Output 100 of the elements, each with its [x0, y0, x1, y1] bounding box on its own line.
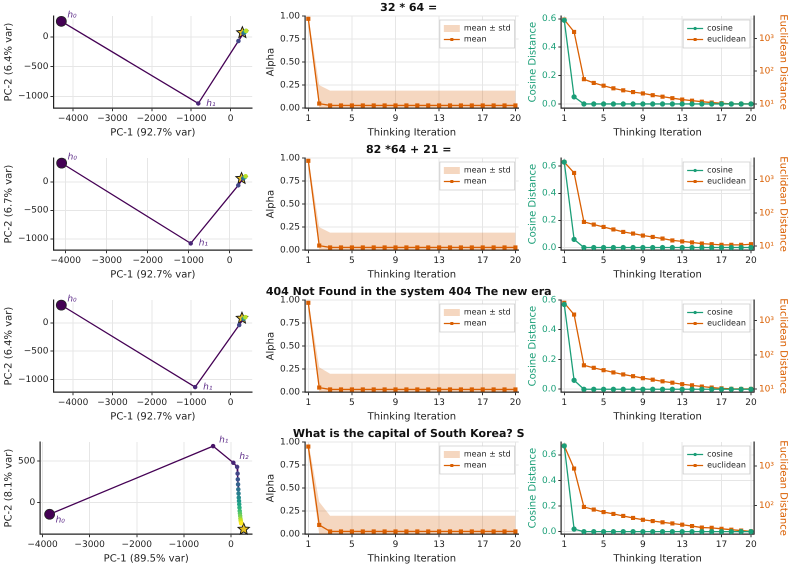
x-axis-title: PC-1 (89.5% var) — [104, 554, 189, 565]
x-tick-label: 9 — [392, 114, 399, 124]
y-axis-title: Alpha — [266, 190, 277, 218]
annotation: mean ± std — [464, 166, 511, 175]
annotation: h₁ — [206, 98, 216, 109]
x-tick-label: 13 — [676, 540, 688, 550]
x-tick-label: 20 — [745, 540, 757, 550]
y-tick-label: 0 — [42, 318, 49, 328]
y2-tick-label: 10³ — [758, 175, 774, 186]
y-axis-title: Alpha — [266, 48, 277, 76]
x-axis-title: PC-1 (92.7% var) — [110, 128, 196, 139]
annotation: mean ± std — [464, 24, 511, 33]
y2-axis-title: Euclidean Distance — [777, 298, 788, 394]
x-tick-label: −4000 — [58, 398, 89, 408]
x-tick-label: 5 — [600, 114, 606, 124]
x-tick-label: 1 — [561, 540, 568, 550]
x-tick-label: −4000 — [27, 540, 58, 550]
x-tick-label: 9 — [640, 398, 646, 408]
y-tick-label: 0.4 — [542, 188, 557, 199]
x-tick-label: 13 — [676, 398, 688, 408]
y-tick-label: 0.4 — [542, 325, 557, 336]
y-axis-title: PC-2 (6.4% var) — [4, 22, 15, 102]
y-tick-label: −500 — [24, 346, 49, 357]
y2-axis-title: Euclidean Distance — [777, 440, 788, 536]
legend-label: cosine — [707, 308, 733, 317]
chart-title: 32 * 64 = — [380, 1, 438, 14]
y-tick-label: 0.0 — [542, 384, 557, 395]
y-tick-label: 0.6 — [542, 295, 557, 306]
x-tick-label: 13 — [433, 540, 445, 550]
annotation: h₀ — [68, 152, 78, 162]
y-tick-label: 0.0 — [542, 526, 557, 537]
x-tick-label: 1 — [561, 114, 568, 124]
annotation: h₀ — [67, 10, 78, 21]
x-tick-label: 1 — [305, 398, 312, 408]
y-tick-label: 0.75 — [280, 318, 300, 328]
x-tick-label: 9 — [640, 540, 646, 550]
x-tick-label: 5 — [600, 256, 606, 266]
x-tick-label: −3000 — [91, 256, 122, 266]
legend-label: euclidean — [707, 318, 746, 328]
x-tick-label: −1000 — [176, 114, 207, 124]
x-tick-label: 20 — [745, 114, 757, 124]
legend-label: mean — [464, 176, 487, 186]
x-tick-label: 13 — [433, 114, 445, 124]
legend-label: euclidean — [707, 34, 746, 44]
x-tick-label: −2000 — [132, 256, 164, 266]
x-tick-label: 1 — [305, 540, 312, 550]
x-tick-label: 20 — [745, 398, 757, 408]
y-tick-label: 0.50 — [280, 199, 300, 210]
x-axis-title: Thinking Iteration — [366, 412, 456, 423]
y-tick-label: 0.6 — [542, 450, 557, 460]
y-tick-label: 1.00 — [280, 11, 300, 22]
y-axis-title: Alpha — [266, 332, 277, 360]
x-tick-label: 17 — [716, 114, 728, 124]
y2-tick-label: 10³ — [758, 462, 774, 472]
x-tick-label: 1 — [305, 256, 312, 266]
x-tick-label: 1 — [561, 398, 568, 408]
x-axis-title: Thinking Iteration — [366, 128, 456, 139]
x-tick-label: 5 — [349, 540, 355, 550]
x-axis-title: Thinking Iteration — [366, 270, 456, 281]
y-tick-label: −1000 — [18, 92, 49, 102]
y-tick-label: 0.6 — [542, 161, 557, 172]
x-tick-label: 13 — [676, 256, 688, 266]
annotation: mean ± std — [464, 308, 511, 317]
y-tick-label: 1.00 — [280, 153, 300, 164]
x-axis-title: Thinking Iteration — [612, 270, 702, 281]
y2-axis-title: Euclidean Distance — [777, 156, 788, 252]
y-tick-label: 0.00 — [280, 104, 300, 114]
x-tick-label: 20 — [510, 398, 522, 408]
x-tick-label: −1000 — [168, 540, 200, 550]
x-tick-label: 9 — [392, 256, 399, 266]
legend-label: cosine — [707, 24, 733, 33]
y-tick-label: 0.0 — [542, 242, 557, 253]
x-tick-label: 17 — [716, 540, 728, 550]
x-tick-label: −1000 — [176, 398, 207, 408]
annotation: h₁ — [203, 382, 213, 392]
annotation: h₁ — [219, 435, 229, 446]
y-tick-label: 0.25 — [280, 80, 300, 90]
annotation: mean ± std — [464, 450, 511, 459]
y-tick-label: 0 — [42, 32, 49, 42]
y2-tick-label: 10² — [758, 66, 774, 77]
y-tick-label: −500 — [24, 206, 49, 216]
y-tick-label: 0.75 — [280, 460, 300, 470]
x-axis-title: Thinking Iteration — [612, 128, 702, 139]
x-tick-label: 9 — [640, 256, 646, 266]
x-tick-label: −2000 — [136, 398, 168, 408]
x-tick-label: 9 — [640, 114, 646, 124]
y-axis-title: PC-2 (8.1% var) — [4, 448, 15, 528]
x-tick-label: −3000 — [97, 398, 128, 408]
x-tick-label: 17 — [477, 114, 488, 124]
x-tick-label: 1 — [561, 256, 568, 266]
legend-label: cosine — [707, 450, 733, 459]
x-tick-label: 17 — [716, 398, 728, 408]
y-tick-label: 0.0 — [542, 99, 557, 110]
y-tick-label: 0 — [29, 498, 36, 508]
x-tick-label: 5 — [349, 398, 355, 408]
x-tick-label: 13 — [676, 114, 688, 124]
x-tick-label: 17 — [716, 256, 728, 266]
x-tick-label: 13 — [433, 398, 445, 408]
y2-tick-label: 10³ — [758, 316, 774, 326]
x-tick-label: 5 — [600, 398, 606, 408]
